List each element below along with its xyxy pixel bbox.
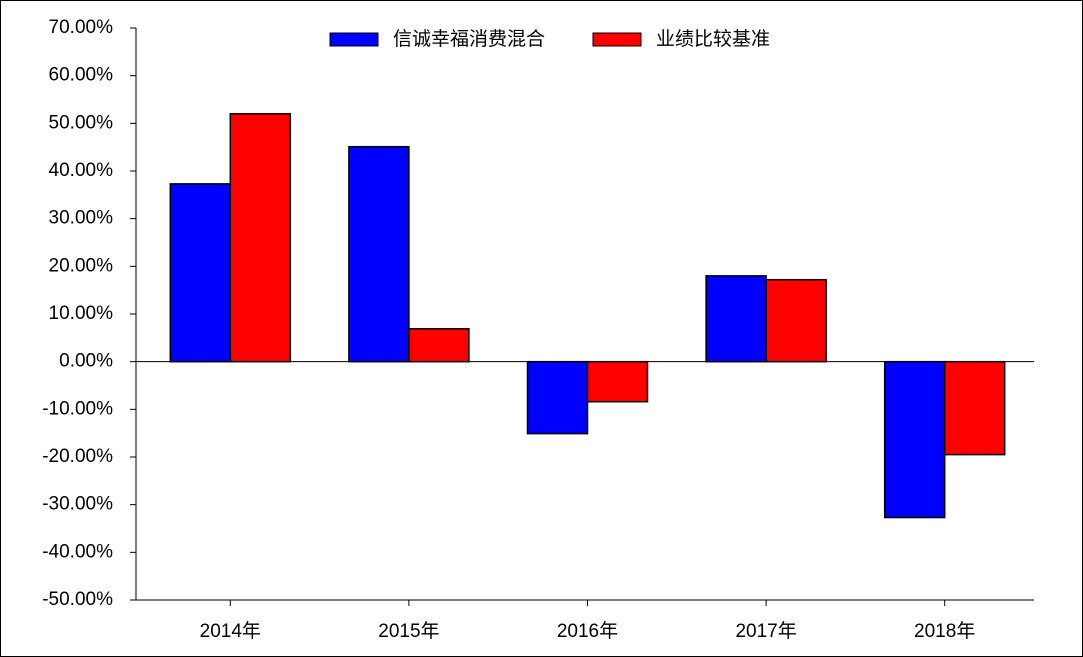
y-tick-label: 30.00%	[49, 208, 114, 229]
bar	[705, 275, 767, 363]
bar	[348, 145, 410, 363]
legend-swatch	[592, 32, 642, 47]
y-tick-label: 70.00%	[49, 17, 114, 38]
x-tick-label: 2018年	[914, 620, 975, 642]
x-tick-label: 2014年	[200, 620, 261, 642]
y-tick-label: -30.00%	[42, 494, 113, 515]
y-tick-label: 40.00%	[49, 160, 114, 181]
bar	[586, 360, 649, 403]
y-tick-label: 0.00%	[59, 351, 113, 372]
bar	[943, 360, 1006, 456]
bar	[229, 113, 292, 363]
x-tick-label: 2017年	[735, 620, 796, 642]
legend-swatch	[329, 32, 379, 47]
legend-label: 业绩比较基准	[656, 28, 770, 50]
bar	[408, 328, 470, 363]
y-tick-label: -40.00%	[42, 541, 113, 562]
y-tick-label: 20.00%	[49, 255, 114, 276]
bar	[765, 278, 827, 363]
legend-label: 信诚幸福消费混合	[393, 28, 545, 50]
bar	[169, 183, 232, 363]
y-tick-label: -50.00%	[42, 589, 113, 610]
y-tick-label: 50.00%	[49, 112, 114, 133]
bar	[883, 360, 946, 519]
bar	[526, 360, 589, 435]
y-tick-label: 10.00%	[49, 303, 114, 324]
x-tick-label: 2016年	[557, 620, 618, 642]
x-tick-label: 2015年	[378, 620, 439, 642]
y-tick-label: 60.00%	[49, 65, 114, 86]
y-tick-label: -10.00%	[42, 398, 113, 419]
y-tick-label: -20.00%	[42, 446, 113, 467]
